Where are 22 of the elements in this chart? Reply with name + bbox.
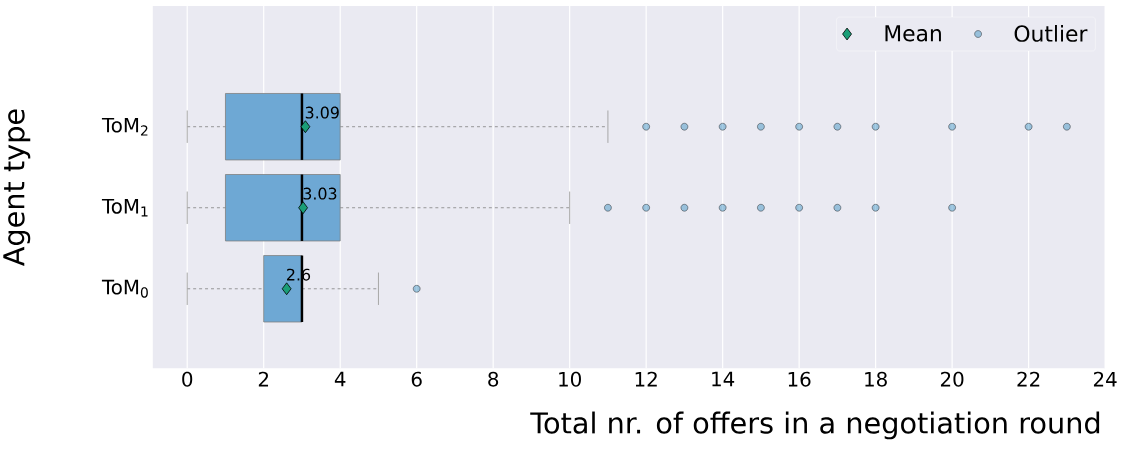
- x-tick-label: 6: [411, 371, 422, 387]
- data-label: 3.09: [305, 106, 339, 119]
- x-tick-label: 14: [712, 371, 735, 387]
- y-tick-label: ToM$_{1}$: [101, 199, 148, 217]
- x-tick-label: 12: [635, 371, 657, 387]
- y-tick-label: ToM$_{0}$: [101, 279, 148, 298]
- x-tick-label: 18: [865, 371, 887, 387]
- legend-label: Outlier: [1014, 25, 1088, 42]
- x-axis-title: Total nr. of offers in a negotiation round: [530, 411, 1100, 440]
- y-tick-label: ToM$_{2}$: [101, 117, 148, 136]
- x-tick-label: 10: [559, 371, 581, 387]
- x-tick-label: 16: [788, 371, 811, 387]
- legend-label: Mean: [885, 25, 941, 42]
- x-tick-label: 20: [940, 371, 964, 387]
- x-tick-label: 22: [1017, 371, 1040, 387]
- x-tick-label: 4: [334, 371, 346, 387]
- x-tick-label: 24: [1093, 371, 1117, 387]
- x-tick-label: 2: [258, 371, 269, 387]
- data-label: 3.03: [303, 187, 337, 200]
- x-tick-label: 0: [182, 371, 193, 387]
- y-axis-title: Agent type: [3, 109, 31, 267]
- x-tick-label: 8: [488, 371, 499, 387]
